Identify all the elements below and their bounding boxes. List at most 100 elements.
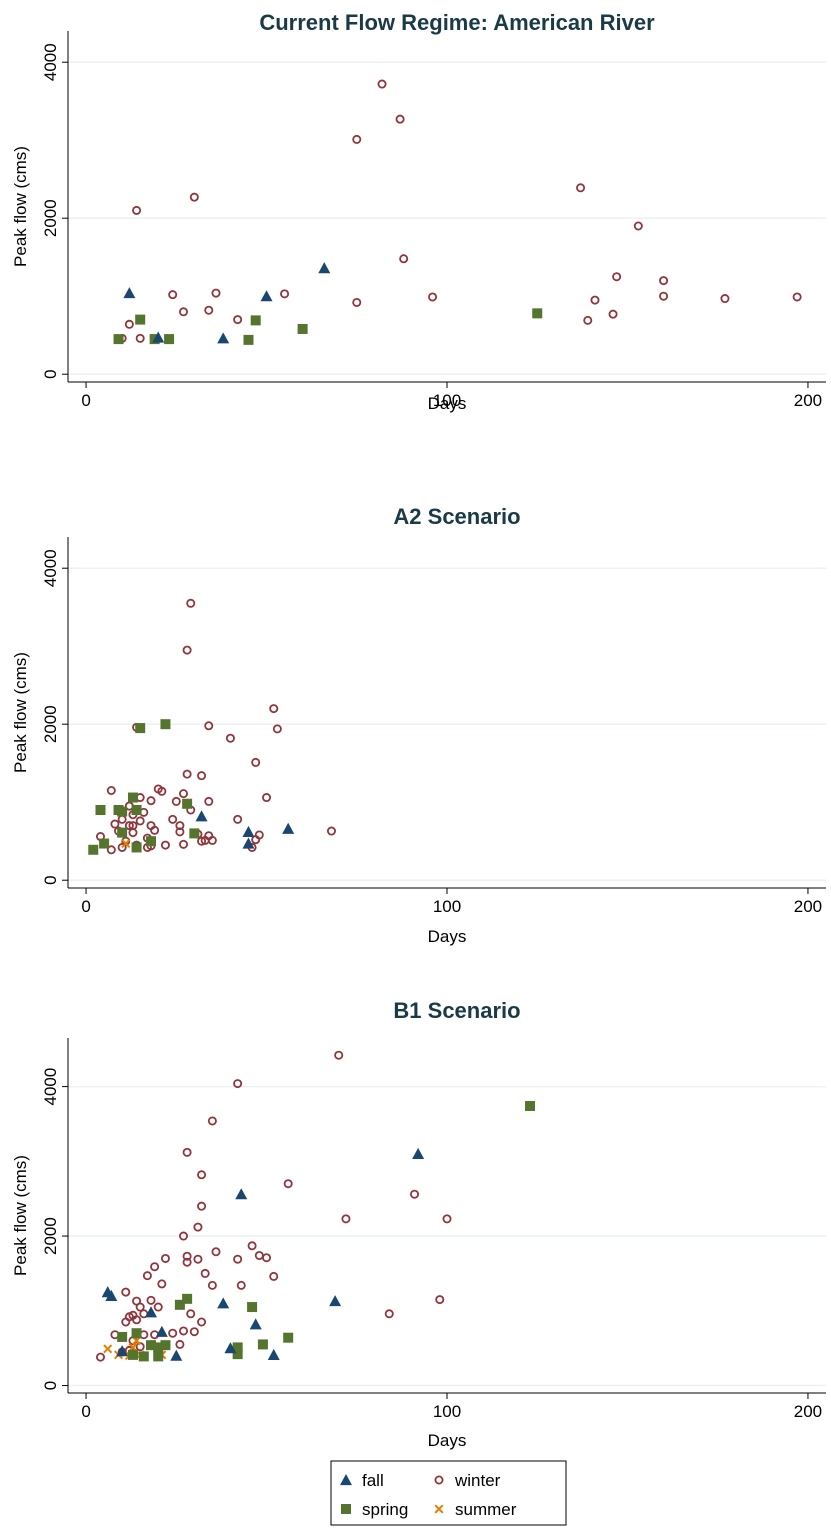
y-tick-label: 2000 xyxy=(41,1217,60,1255)
x-tick-label: 100 xyxy=(433,1402,461,1421)
spring-point xyxy=(99,838,110,849)
x-tick-label: 0 xyxy=(81,391,90,410)
x-tick-label: 200 xyxy=(794,1402,822,1421)
x-tick-label: 100 xyxy=(433,391,461,410)
legend: fall winter spring summer xyxy=(330,1460,567,1526)
fall-point xyxy=(105,1289,118,1301)
winter-point xyxy=(659,276,669,286)
winter-point xyxy=(128,821,138,831)
winter-point xyxy=(204,721,214,731)
spring-point xyxy=(131,805,142,815)
summer-point xyxy=(121,839,131,849)
spring-point xyxy=(146,836,157,847)
spring-point xyxy=(189,828,200,839)
x-axis-title: Days xyxy=(428,1431,467,1450)
winter-point xyxy=(204,305,214,315)
spring-point xyxy=(232,1349,243,1360)
fall-point xyxy=(123,287,136,299)
spring-point xyxy=(153,1351,164,1362)
winter-point xyxy=(233,315,243,325)
winter-point xyxy=(157,786,167,796)
winter-point xyxy=(193,1254,203,1264)
fall-point xyxy=(145,1306,158,1318)
winter-point xyxy=(236,1280,246,1290)
winter-point xyxy=(283,1179,293,1189)
chart-title: Current Flow Regime: American River xyxy=(259,10,655,35)
winter-point xyxy=(124,821,134,831)
winter-point xyxy=(200,1268,210,1278)
winter-point xyxy=(428,292,438,302)
winter-point xyxy=(153,1302,163,1312)
series-winter xyxy=(95,598,336,855)
spring-point xyxy=(283,1332,294,1343)
legend-marker-summer xyxy=(434,1504,444,1514)
winter-point xyxy=(583,315,593,325)
winter-point xyxy=(633,221,643,231)
winter-point xyxy=(106,786,116,796)
spring-point xyxy=(153,1342,164,1353)
spring-point xyxy=(247,1302,258,1313)
winter-point xyxy=(225,733,235,743)
winter-point xyxy=(272,724,282,734)
fall-point xyxy=(155,1325,168,1337)
winter-point xyxy=(186,1309,196,1319)
series-fall xyxy=(195,810,295,849)
legend-label-spring: spring xyxy=(362,1500,408,1519)
spring-point xyxy=(297,323,308,334)
panel-b1-scenario: B1 Scenario 0 2000 4000 0 100 200 Days Peak flow… xyxy=(11,998,826,1450)
winter-point xyxy=(106,845,116,855)
winter-point xyxy=(160,1253,170,1263)
x-axis-title: Days xyxy=(428,927,467,946)
winter-point xyxy=(792,292,802,302)
winter-point xyxy=(334,1050,344,1060)
winter-point xyxy=(179,839,189,849)
legend-label-fall: fall xyxy=(362,1471,384,1490)
series-fall xyxy=(123,262,331,344)
winter-point xyxy=(207,835,217,845)
winter-point xyxy=(142,1271,152,1281)
winter-point xyxy=(197,771,207,781)
legend-label-winter: winter xyxy=(454,1471,501,1490)
fall-point xyxy=(217,332,230,344)
winter-point xyxy=(590,295,600,305)
winter-point xyxy=(384,1309,394,1319)
winter-point xyxy=(182,1251,192,1261)
series-spring xyxy=(117,1101,536,1362)
fall-point xyxy=(116,1345,129,1357)
winter-point xyxy=(168,290,178,300)
spring-point xyxy=(113,334,124,345)
winter-point xyxy=(197,836,207,846)
winter-point xyxy=(175,1339,185,1349)
winter-point xyxy=(121,1287,131,1297)
spring-point xyxy=(182,798,193,809)
winter-point xyxy=(262,1253,272,1263)
winter-point xyxy=(179,789,189,799)
winter-point xyxy=(233,814,243,824)
winter-point xyxy=(251,757,261,767)
fall-point xyxy=(195,810,208,822)
spring-point xyxy=(182,1293,193,1304)
spring-point xyxy=(232,1342,243,1353)
winter-point xyxy=(150,1262,160,1272)
winter-point xyxy=(576,183,586,193)
spring-point xyxy=(135,314,146,325)
fall-point xyxy=(170,1349,183,1361)
spring-point xyxy=(257,1339,268,1350)
winter-point xyxy=(110,819,120,829)
fall-point xyxy=(318,262,331,274)
winter-point xyxy=(175,821,185,831)
winter-point xyxy=(720,294,730,304)
fall-point xyxy=(282,822,295,834)
y-tick-label: 2000 xyxy=(41,705,60,743)
legend-box xyxy=(330,1460,567,1526)
winter-point xyxy=(254,830,264,840)
series-summer xyxy=(121,839,131,849)
winter-point xyxy=(204,796,214,806)
winter-point xyxy=(135,1302,145,1312)
spring-point xyxy=(138,1351,149,1362)
winter-point xyxy=(197,1201,207,1211)
fall-point xyxy=(249,1318,262,1330)
x-tick-label: 200 xyxy=(794,391,822,410)
winter-point xyxy=(135,816,145,826)
winter-point xyxy=(168,1328,178,1338)
